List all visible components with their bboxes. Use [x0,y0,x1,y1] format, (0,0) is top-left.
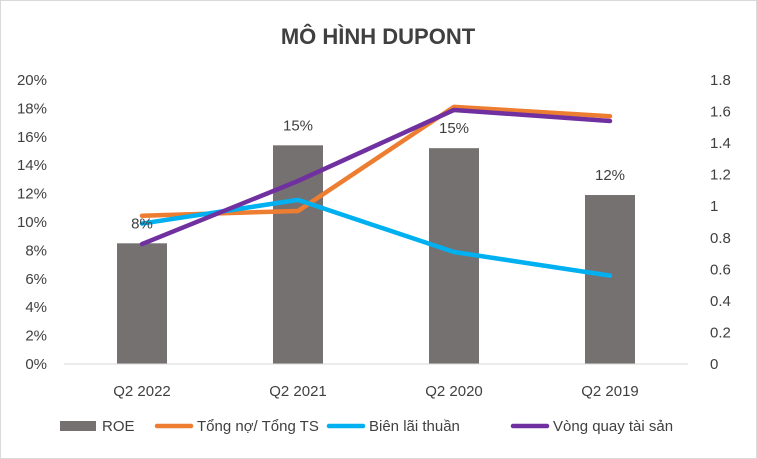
bar-data-label: 12% [595,167,625,184]
legend-label: Tổng nợ/ Tổng TS [197,418,319,435]
left-tick-label: 4% [25,299,47,316]
right-tick-label: 1 [710,198,718,215]
legend-label: Biên lãi thuần [369,418,460,435]
bar-data-label: 15% [283,117,313,134]
right-tick-label: 0.2 [710,324,731,341]
right-tick-label: 0.8 [710,230,731,247]
right-tick-label: 1.4 [710,135,731,152]
legend: ROE Tổng nợ/ Tổng TS Biên lãi thuần Vòng qu… [60,418,673,435]
right-axis: 0 0.2 0.4 0.6 0.8 1 1.2 1.4 1.6 1.8 [710,72,731,373]
roe-bar [585,195,635,364]
x-tick-label: Q2 2022 [113,383,171,400]
bar-data-labels: 8% 15% 15% 12% [131,117,625,232]
left-tick-label: 14% [17,157,47,174]
left-tick-label: 0% [25,356,47,373]
left-tick-label: 2% [25,328,47,345]
legend-label: ROE [102,418,135,435]
asset-turnover-line [139,107,613,247]
left-tick-label: 10% [17,214,47,231]
left-tick-label: 18% [17,100,47,117]
left-tick-label: 16% [17,129,47,146]
left-tick-label: 12% [17,186,47,203]
left-tick-label: 20% [17,72,47,89]
bar-data-label: 15% [439,120,469,137]
bar-data-label: 8% [131,215,153,232]
right-tick-label: 0.4 [710,293,731,310]
x-tick-label: Q2 2021 [269,383,327,400]
legend-roe-swatch [60,421,96,431]
roe-bar [117,243,167,364]
right-tick-label: 0.6 [710,261,731,278]
right-tick-label: 1.2 [710,167,731,184]
left-axis: 0% 2% 4% 6% 8% 10% 12% 14% 16% 18% 20% [17,72,47,373]
x-tick-label: Q2 2020 [425,383,483,400]
right-tick-label: 1.8 [710,72,731,89]
left-tick-label: 8% [25,242,47,259]
left-tick-label: 6% [25,271,47,288]
line-series-group [139,104,613,278]
right-tick-label: 0 [710,356,718,373]
legend-label: Vòng quay tài sản [553,418,673,435]
roe-bar [273,145,323,364]
right-tick-label: 1.6 [710,104,731,121]
x-axis: Q2 2022 Q2 2021 Q2 2020 Q2 2019 [64,363,688,400]
x-tick-label: Q2 2019 [581,383,639,400]
chart-title: MÔ HÌNH DUPONT [281,24,476,49]
